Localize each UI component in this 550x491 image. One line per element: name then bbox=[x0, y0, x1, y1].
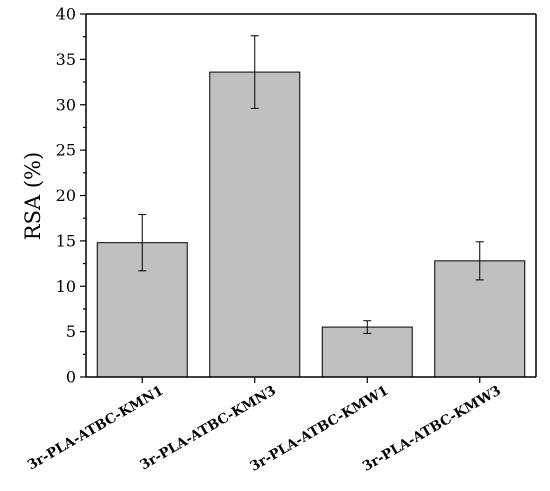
x-ticks-group: 3r-PLA-ATBC-KMN13r-PLA-ATBC-KMN33r-PLA-A… bbox=[25, 377, 504, 475]
y-tick-label: 40 bbox=[56, 5, 76, 24]
y-tick-label: 10 bbox=[56, 277, 76, 296]
bars-group bbox=[96, 71, 526, 378]
y-tick-label: 0 bbox=[66, 368, 76, 387]
y-tick-label: 20 bbox=[56, 186, 76, 205]
y-tick-label: 25 bbox=[56, 141, 76, 160]
y-ticks-group: 0 5 10 15 20 25 30 35 40 bbox=[56, 5, 86, 387]
y-tick-label: 30 bbox=[56, 95, 76, 114]
y-axis-title: RSA (%) bbox=[21, 152, 45, 240]
y-tick-label: 15 bbox=[56, 231, 76, 250]
bar-3r-PLA-ATBC-KMW1 bbox=[321, 326, 413, 378]
y-tick-label: 35 bbox=[56, 50, 76, 69]
error-bars-group bbox=[138, 35, 484, 334]
y-tick-label: 5 bbox=[66, 322, 76, 341]
bar-3r-PLA-ATBC-KMN3 bbox=[209, 71, 301, 378]
